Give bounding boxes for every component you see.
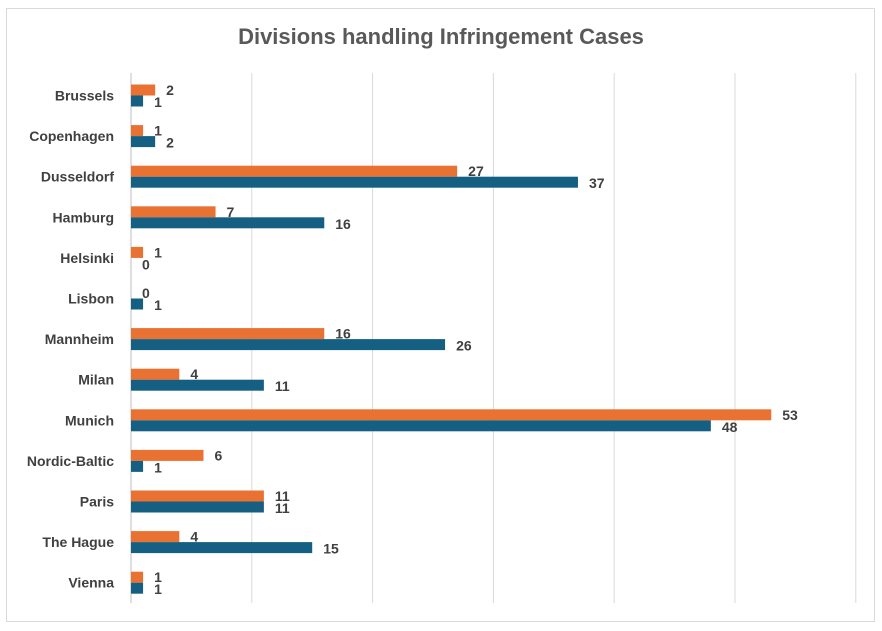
category-label: Mannheim: [45, 331, 114, 347]
gridlines: [130, 73, 857, 603]
bar-nordic-baltic-series-2: [131, 460, 144, 472]
data-label: 4: [190, 529, 198, 545]
bar-the-hague-series-2: [131, 542, 313, 554]
bar-vienna-series-1: [131, 571, 144, 583]
category-label: Brussels: [55, 88, 114, 104]
category-label: Helsinki: [60, 250, 114, 266]
data-label: 1: [154, 94, 162, 110]
bar-copenhagen-series-2: [131, 136, 156, 148]
data-label: 2: [166, 135, 174, 151]
bar-hamburg-series-1: [131, 206, 216, 218]
data-label: 48: [722, 419, 738, 435]
bar-copenhagen-series-1: [131, 125, 144, 137]
bar-nordic-baltic-series-1: [131, 449, 204, 461]
chart-frame: [6, 8, 875, 622]
bar-paris-series-2: [131, 501, 264, 513]
data-label: 0: [142, 285, 150, 301]
data-label: 1: [154, 569, 162, 585]
bar-dusseldorf-series-2: [131, 176, 578, 188]
data-label: 27: [468, 163, 484, 179]
category-label: Nordic-Baltic: [27, 453, 114, 469]
bar-lisbon-series-2: [131, 298, 144, 310]
data-label: 26: [456, 338, 472, 354]
data-label: 4: [190, 366, 198, 382]
data-label: 1: [154, 123, 162, 139]
bar-hamburg-series-2: [131, 217, 325, 229]
bar-the-hague-series-1: [131, 531, 180, 543]
bar-mannheim-series-1: [131, 328, 325, 340]
category-label: Munich: [65, 412, 114, 428]
data-label: 1: [154, 297, 162, 313]
data-label: 1: [154, 581, 162, 597]
bar-milan-series-1: [131, 368, 180, 380]
bar-brussels-series-1: [131, 84, 156, 96]
bar-mannheim-series-2: [131, 339, 446, 351]
bars: [131, 84, 772, 594]
bar-milan-series-2: [131, 379, 264, 391]
bar-dusseldorf-series-1: [131, 165, 458, 177]
bar-brussels-series-2: [131, 95, 144, 107]
data-label: 7: [227, 204, 235, 220]
category-label: Vienna: [68, 575, 114, 591]
data-label: 1: [154, 244, 162, 260]
category-label: The Hague: [42, 534, 114, 550]
category-label: Milan: [78, 372, 114, 388]
category-label: Lisbon: [68, 291, 114, 307]
data-label: 11: [275, 500, 290, 516]
bar-paris-series-1: [131, 490, 264, 502]
chart-title: Divisions handling Infringement Cases: [238, 24, 644, 49]
category-label: Dusseldorf: [41, 169, 114, 185]
data-label: 37: [589, 175, 605, 191]
data-label: 53: [782, 407, 798, 423]
bar-vienna-series-2: [131, 582, 144, 594]
data-label: 15: [323, 541, 339, 557]
data-label: 16: [335, 216, 351, 232]
data-label: 11: [275, 488, 290, 504]
category-label: Hamburg: [53, 209, 114, 225]
data-label: 6: [214, 447, 222, 463]
data-label: 16: [335, 326, 351, 342]
category-label: Paris: [80, 494, 114, 510]
category-label: Copenhagen: [29, 128, 114, 144]
data-label: 2: [166, 82, 174, 98]
bar-munich-series-1: [131, 409, 772, 421]
data-label: 11: [275, 378, 290, 394]
bar-munich-series-2: [131, 420, 711, 432]
data-label: 1: [154, 459, 162, 475]
data-label: 0: [142, 256, 150, 272]
bar-helsinki-series-1: [131, 246, 144, 258]
